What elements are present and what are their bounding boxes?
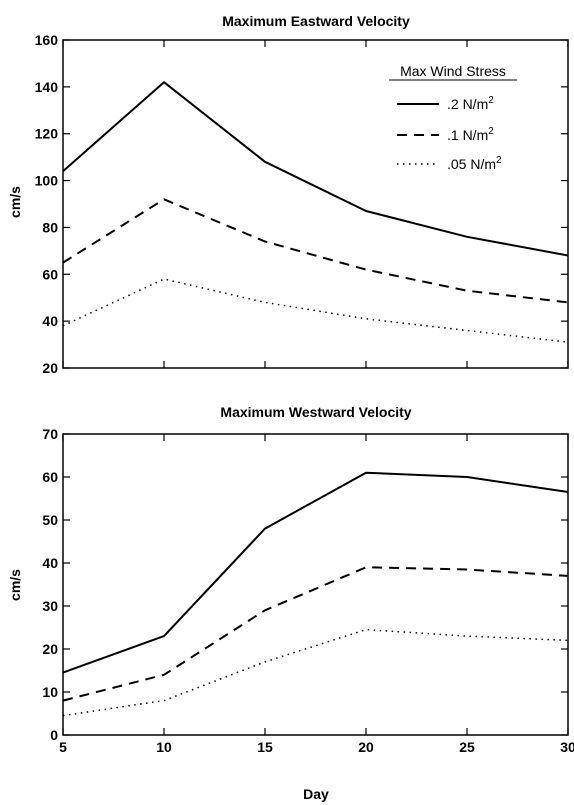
x-tick-label: 30	[560, 739, 574, 755]
y-axis-label: cm/s	[7, 569, 23, 601]
series-line-solid	[62, 81, 569, 257]
y-tick-label: 20	[42, 360, 58, 376]
x-tick-label: 20	[358, 739, 374, 755]
y-tick-label: 30	[42, 598, 58, 614]
series-line-dashed	[62, 198, 569, 304]
legend: Max Wind Stress .2 N/m2 .1 N/m2 .05 N/m2	[389, 63, 517, 172]
series-group	[62, 471, 569, 717]
x-tick-label: 5	[59, 739, 67, 755]
legend-entry-0: .2 N/m2	[447, 95, 494, 112]
westward-velocity-chart: Maximum Westward Velocity cm/s Day 0 10 20…	[7, 404, 574, 802]
y-tick-label: 100	[35, 173, 59, 189]
y-tick-label: 60	[42, 469, 58, 485]
y-tick-label: 60	[42, 266, 58, 282]
series-group	[62, 81, 569, 343]
tick-group: 20 40 60 80 100 120 140 160	[35, 32, 569, 376]
y-tick-label: 80	[42, 219, 58, 235]
x-tick-label: 10	[156, 739, 172, 755]
legend-title: Max Wind Stress	[400, 63, 506, 79]
y-tick-label: 120	[35, 126, 59, 142]
y-tick-label: 140	[35, 79, 59, 95]
series-line-dotted	[62, 278, 569, 343]
x-axis-label: Day	[303, 786, 329, 802]
y-tick-label: 70	[42, 426, 58, 442]
legend-entry-1: .1 N/m2	[447, 126, 494, 143]
series-line-dotted	[62, 628, 569, 717]
tick-group: 0 10 20 30 40 50 60 70 5 10 15 20 25 30	[42, 426, 574, 755]
series-line-dashed	[62, 566, 569, 702]
y-tick-label: 20	[42, 641, 58, 657]
series-line-solid	[62, 471, 569, 674]
y-tick-label: 160	[35, 32, 59, 48]
plot-frame	[62, 433, 569, 736]
plot-frame	[62, 39, 569, 369]
y-tick-label: 0	[50, 727, 58, 743]
legend-entry-2: .05 N/m2	[447, 155, 502, 172]
y-axis-label: cm/s	[7, 186, 23, 218]
x-tick-label: 15	[257, 739, 273, 755]
y-tick-label: 50	[42, 512, 58, 528]
eastward-velocity-chart: Maximum Eastward Velocity cm/s 20 40 60 80 1…	[7, 13, 569, 376]
y-tick-label: 40	[42, 555, 58, 571]
chart-title: Maximum Westward Velocity	[220, 404, 411, 420]
chart-title: Maximum Eastward Velocity	[222, 13, 410, 29]
y-tick-label: 40	[42, 313, 58, 329]
x-tick-label: 25	[459, 739, 475, 755]
y-tick-label: 10	[42, 684, 58, 700]
